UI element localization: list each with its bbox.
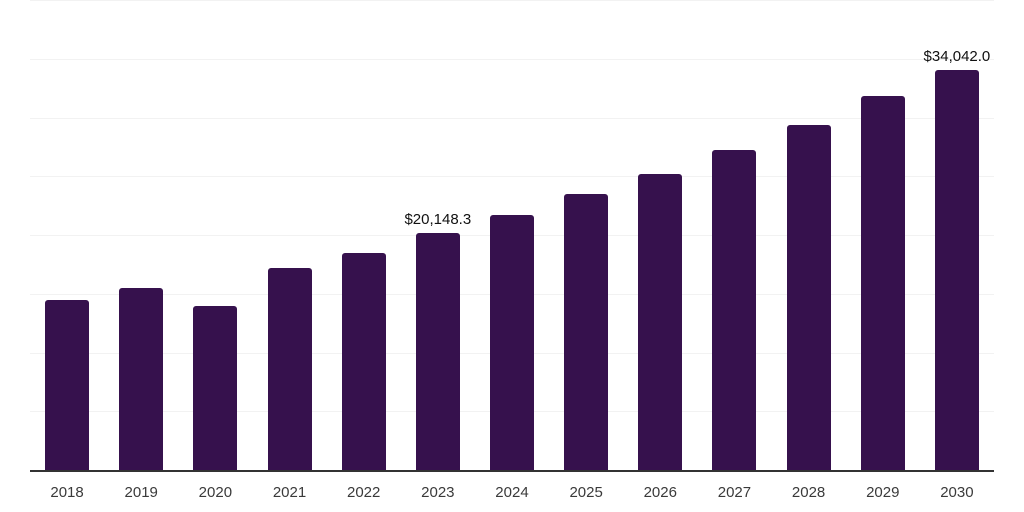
bar-2022 — [341, 252, 386, 470]
x-tick-2019: 2019 — [124, 484, 158, 501]
bar-2029 — [860, 95, 905, 470]
plot-area: $20,148.3 $34,042.0 — [30, 0, 994, 472]
bar-2021 — [267, 267, 312, 470]
x-tick-2026: 2026 — [643, 484, 677, 501]
gridline-30000 — [30, 117, 994, 119]
x-tick-2024: 2024 — [495, 484, 529, 501]
bar-2030 — [934, 70, 979, 470]
x-tick-2023: 2023 — [421, 484, 455, 501]
bar-2024 — [489, 215, 534, 470]
x-axis-labels: 2018 2019 2020 2021 2022 2023 2024 2025 2026 2027… — [30, 472, 994, 512]
bar-2020 — [193, 305, 238, 470]
band-2020 — [178, 0, 252, 470]
bar-2023 — [415, 233, 460, 470]
band-2027 — [697, 0, 771, 470]
value-label-2023: $20,148.3 — [404, 211, 472, 229]
bar-2019 — [119, 288, 164, 470]
band-2025 — [549, 0, 623, 470]
band-2018 — [30, 0, 104, 470]
x-tick-2028: 2028 — [791, 484, 826, 501]
x-axis-line — [30, 470, 994, 472]
gridline-35000 — [30, 58, 994, 60]
x-tick-2027: 2027 — [717, 484, 752, 501]
band-2019 — [104, 0, 178, 470]
x-tick-2020: 2020 — [198, 484, 233, 501]
band-2030: $34,042.0 — [920, 0, 994, 470]
x-tick-2022: 2022 — [346, 484, 381, 501]
x-tick-2018: 2018 — [50, 484, 84, 501]
bar-2025 — [564, 194, 609, 470]
band-2029 — [846, 0, 920, 470]
band-2021 — [252, 0, 326, 470]
x-tick-2025: 2025 — [569, 484, 603, 501]
bar-2018 — [45, 299, 90, 470]
gridline-25000 — [30, 176, 994, 178]
value-label-2030: $34,042.0 — [923, 48, 991, 66]
x-tick-2021: 2021 — [272, 484, 307, 501]
bar-2027 — [712, 150, 757, 470]
x-tick-2030: 2030 — [940, 484, 974, 501]
bar-2026 — [638, 173, 683, 470]
band-2028 — [772, 0, 846, 470]
bar-2028 — [786, 124, 831, 470]
band-2022 — [327, 0, 401, 470]
gridline-40000 — [30, 0, 994, 1]
band-2023: $20,148.3 — [401, 0, 475, 470]
x-tick-2029: 2029 — [866, 484, 900, 501]
band-2024 — [475, 0, 549, 470]
band-2026 — [623, 0, 697, 470]
